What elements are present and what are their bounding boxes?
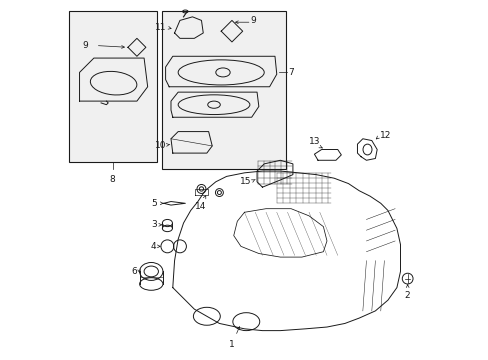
Text: 2: 2 [404, 291, 409, 300]
Text: 3: 3 [151, 220, 156, 229]
Text: 1: 1 [228, 339, 234, 348]
Text: 8: 8 [110, 175, 115, 184]
Bar [162, 12, 285, 169]
Text: 14: 14 [195, 202, 206, 211]
Text: 11: 11 [155, 23, 166, 32]
Text: 10: 10 [155, 141, 166, 150]
Bar [69, 12, 156, 162]
Text: 6: 6 [131, 267, 137, 276]
Text: 9: 9 [82, 41, 88, 50]
Text: 7: 7 [287, 68, 293, 77]
Text: 15: 15 [239, 177, 250, 186]
Text: 13: 13 [308, 137, 320, 146]
Text: 5: 5 [151, 199, 156, 208]
Text: 9: 9 [250, 16, 256, 25]
Text: 4: 4 [151, 242, 156, 251]
Text: 12: 12 [379, 131, 390, 140]
